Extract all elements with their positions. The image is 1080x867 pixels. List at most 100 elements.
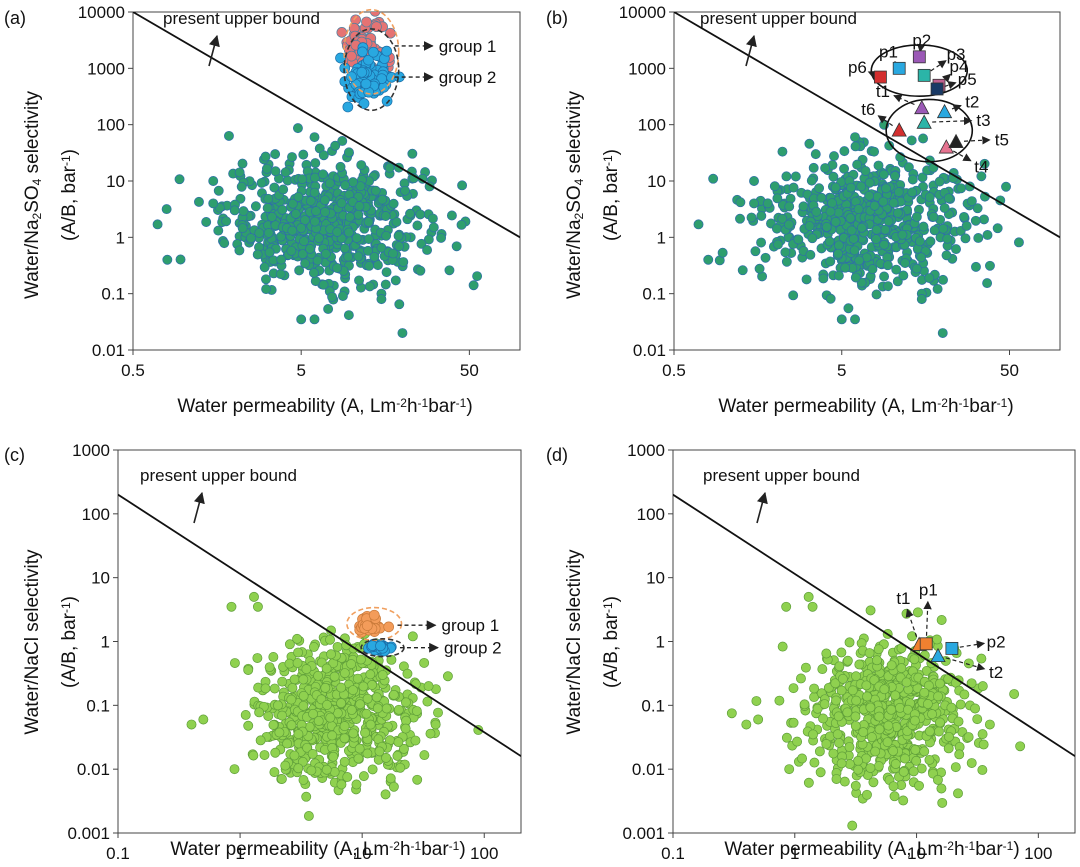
data-point (819, 699, 830, 710)
data-point (390, 275, 401, 286)
data-point (329, 671, 340, 682)
marker-p3 (917, 68, 931, 82)
data-point (415, 265, 426, 276)
marker-t3 (916, 114, 932, 129)
data-point (340, 180, 351, 191)
y-tick-label: 1 (657, 228, 666, 247)
data-point (939, 203, 950, 213)
data-point (886, 704, 897, 715)
data-point (293, 729, 304, 740)
data-point (979, 214, 989, 225)
data-point (201, 217, 212, 227)
upper-bound-label: present upper bound (163, 9, 320, 28)
data-point (853, 764, 864, 775)
data-point (381, 752, 392, 763)
data-point (955, 699, 966, 710)
data-point (371, 692, 382, 703)
data-point (372, 260, 383, 271)
point-label: t1 (876, 82, 890, 101)
panel-label: (d) (546, 445, 568, 465)
data-point (938, 274, 948, 285)
data-point (407, 631, 418, 642)
data-point (309, 314, 320, 325)
x-tick-label: 5 (296, 361, 305, 380)
data-point (303, 810, 314, 821)
data-point (844, 742, 855, 753)
data-point (301, 791, 312, 802)
data-point (309, 216, 320, 227)
data-point (267, 212, 277, 222)
data-point (951, 244, 961, 255)
data-point (833, 270, 844, 281)
data-point (850, 780, 861, 791)
data-point (270, 747, 281, 758)
data-point (325, 712, 336, 723)
data-point (229, 205, 240, 216)
data-point (344, 212, 355, 222)
data-point (248, 750, 259, 761)
data-point (936, 615, 947, 625)
data-point (305, 243, 315, 254)
data-point (419, 750, 430, 761)
data-point (307, 749, 318, 759)
x-tick-label: 50 (1000, 361, 1019, 380)
data-point (814, 183, 825, 194)
y-tick-label: 0.1 (86, 696, 110, 715)
data-point (889, 791, 900, 802)
data-point (927, 709, 938, 720)
data-point (870, 746, 881, 757)
panel-label: (c) (4, 445, 25, 465)
data-point (825, 206, 836, 217)
data-point (224, 130, 234, 141)
data-point (354, 743, 365, 754)
data-point (932, 774, 943, 785)
data-point (815, 767, 826, 778)
data-point (353, 251, 364, 262)
data-point (355, 654, 366, 665)
data-point (376, 294, 387, 305)
data-point (932, 284, 943, 294)
data-point (806, 175, 817, 186)
data-point (290, 208, 301, 219)
point-arrow (953, 150, 972, 162)
x-tick-label: 0.5 (121, 361, 145, 380)
data-point (830, 182, 841, 193)
point-arrow (905, 608, 918, 638)
data-point (293, 191, 304, 202)
data-point (327, 291, 338, 302)
data-point (339, 243, 350, 254)
data-point (355, 699, 366, 710)
group-point (346, 50, 357, 62)
data-point (398, 257, 409, 268)
data-point (436, 232, 447, 243)
data-point (873, 761, 884, 772)
point-arrow (867, 71, 878, 79)
data-point (849, 245, 860, 256)
group-point (381, 45, 393, 57)
data-point (256, 177, 267, 188)
x-tick-label: 50 (460, 361, 479, 380)
data-point (821, 648, 832, 659)
data-point (468, 280, 479, 291)
data-point (839, 146, 850, 157)
data-point (831, 695, 841, 706)
data-point (300, 258, 311, 269)
data-point (419, 657, 430, 668)
data-point (798, 201, 809, 212)
data-point (388, 198, 399, 209)
marker-p6 (874, 70, 887, 84)
data-point (339, 721, 350, 732)
data-point (972, 203, 983, 214)
data-point (312, 255, 323, 266)
data-point (866, 732, 877, 743)
data-point (950, 762, 961, 773)
data-point (348, 728, 359, 739)
data-point (416, 238, 427, 249)
data-point (961, 220, 972, 231)
x-tick-label: 0.5 (662, 361, 686, 380)
upper-bound-line (673, 493, 1075, 757)
data-point (836, 758, 847, 769)
data-point (924, 273, 935, 284)
data-point (817, 664, 828, 675)
data-point (175, 254, 186, 265)
